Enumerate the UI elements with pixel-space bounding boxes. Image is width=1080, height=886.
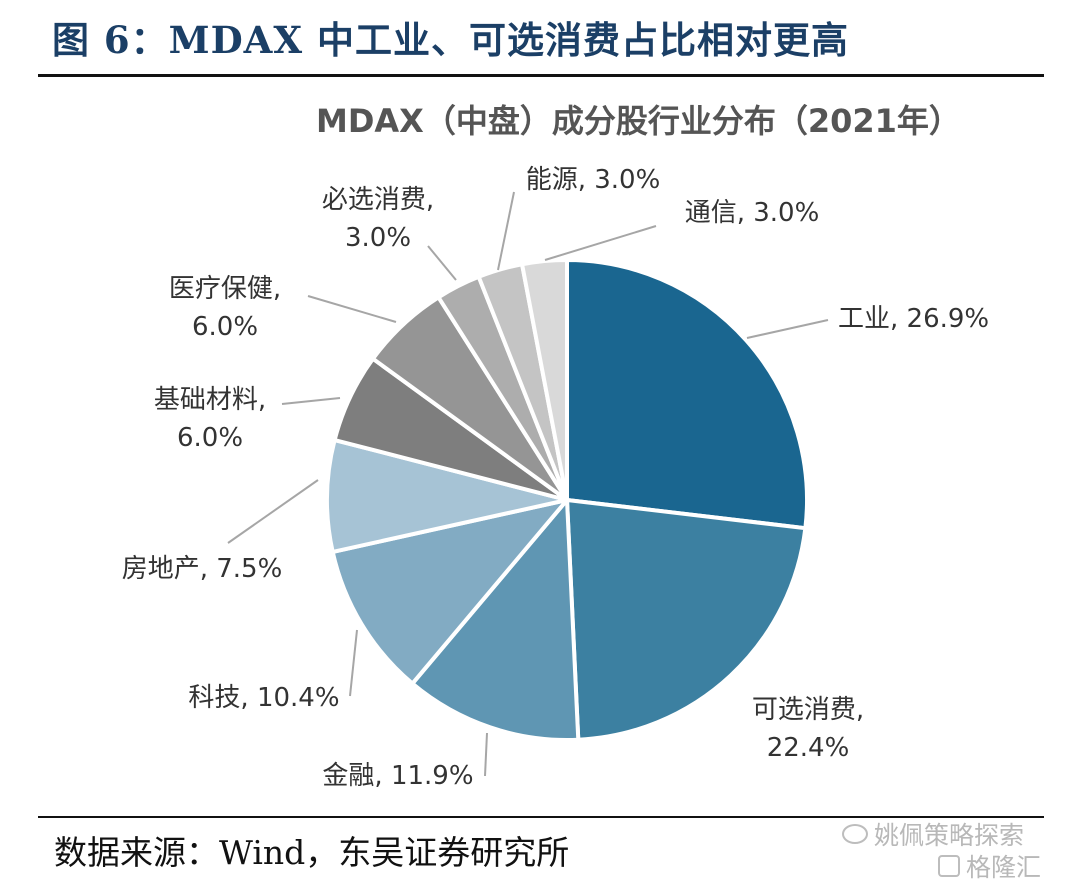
pie-slice-3 <box>410 498 581 742</box>
slice-label-2-line2: 22.4% <box>767 733 850 763</box>
slice-label-6-line2: 6.0% <box>177 423 243 453</box>
leader-line-1 <box>746 319 829 339</box>
wechat-icon <box>842 824 868 844</box>
slice-label-3: 金融, 11.9% <box>322 761 473 791</box>
watermark: 姚佩策略探索 格隆汇 <box>842 818 1041 882</box>
chart-title: MDAX（中盘）成分股行业分布（2021年） <box>316 102 961 140</box>
pie-slice-2 <box>565 498 808 742</box>
slice-label-9: 能源, 3.0% <box>526 165 661 195</box>
leader-line-4 <box>349 629 358 697</box>
pie-slice-4 <box>330 498 569 686</box>
bottom-rule <box>38 816 1044 818</box>
slice-label-2-line1: 可选消费, <box>752 695 864 725</box>
slice-label-8-line1: 必选消费, <box>322 185 434 215</box>
leader-line-6 <box>281 397 341 405</box>
leader-line-10 <box>544 225 657 261</box>
slice-label-1: 工业, 26.9% <box>838 304 989 334</box>
leader-line-7 <box>307 295 397 323</box>
gelonghui-logo-icon <box>938 855 960 877</box>
leader-line-9 <box>497 191 515 271</box>
top-rule <box>38 74 1044 77</box>
leader-line-8 <box>427 245 457 281</box>
pie-slice-10 <box>520 258 569 502</box>
source-note: 数据来源：Wind，东吴证券研究所 <box>54 833 570 872</box>
pie-slices <box>325 258 809 742</box>
leader-lines <box>227 191 829 777</box>
slice-label-7-line1: 医疗保健, <box>169 274 281 304</box>
pie-slice-5 <box>325 438 569 554</box>
figure-title: 图 6：MDAX 中工业、可选消费占比相对更高 <box>52 18 849 62</box>
slice-label-10: 通信, 3.0% <box>685 198 820 228</box>
slice-label-5: 房地产, 7.5% <box>122 554 283 584</box>
leader-line-5 <box>227 479 319 544</box>
slice-label-7-line2: 6.0% <box>192 312 258 342</box>
leader-line-3 <box>484 732 488 777</box>
slice-label-8-line2: 3.0% <box>345 223 411 253</box>
slice-label-6-line1: 基础材料, <box>154 385 266 415</box>
watermark-line1: 姚佩策略探索 <box>874 821 1025 850</box>
slice-labels: 工业, 26.9% 可选消费, 22.4% 金融, 11.9% 科技, 10.4% 房地产… <box>122 165 989 791</box>
watermark-line2: 格隆汇 <box>966 853 1042 882</box>
pie-slice-1 <box>565 258 809 531</box>
slice-label-4: 科技, 10.4% <box>188 683 339 713</box>
